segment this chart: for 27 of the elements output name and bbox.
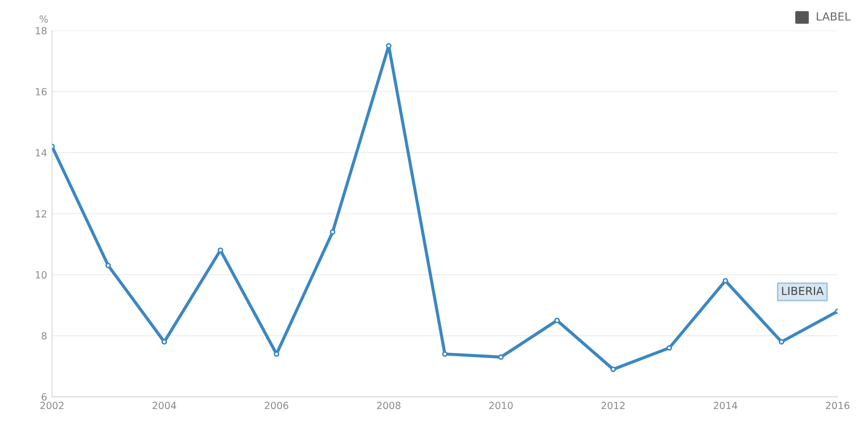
point bbox=[442, 351, 448, 357]
x-tick-label: 2016 bbox=[826, 402, 850, 410]
y-tick-label: 14 bbox=[36, 149, 47, 156]
x-tick-label: 2006 bbox=[264, 402, 288, 410]
y-axis-title: % bbox=[40, 15, 48, 23]
point bbox=[498, 354, 504, 360]
y-tick-label: 16 bbox=[36, 88, 47, 96]
text: LABEL bbox=[816, 12, 851, 21]
y-tick-label: 18 bbox=[36, 27, 47, 34]
x-tick-label: 2012 bbox=[602, 402, 625, 410]
point bbox=[554, 318, 560, 324]
x-tick-label: 2008 bbox=[377, 402, 400, 410]
x-tick-label: 2010 bbox=[489, 402, 513, 410]
point bbox=[666, 345, 672, 351]
point bbox=[610, 366, 616, 372]
y-tick-label: 10 bbox=[36, 271, 47, 279]
point bbox=[105, 262, 111, 268]
y-tick-label: 12 bbox=[36, 210, 46, 218]
x-tick-label: 2014 bbox=[714, 402, 738, 410]
point bbox=[330, 229, 336, 235]
x-tick-label: 2004 bbox=[152, 402, 176, 410]
x-tick-label: 2002 bbox=[40, 402, 64, 410]
point bbox=[722, 278, 728, 284]
y-tick-label: 6 bbox=[42, 393, 47, 401]
y-tick-label: 8 bbox=[42, 332, 47, 340]
series-label: LIBERIA bbox=[782, 286, 824, 295]
point bbox=[778, 339, 784, 345]
